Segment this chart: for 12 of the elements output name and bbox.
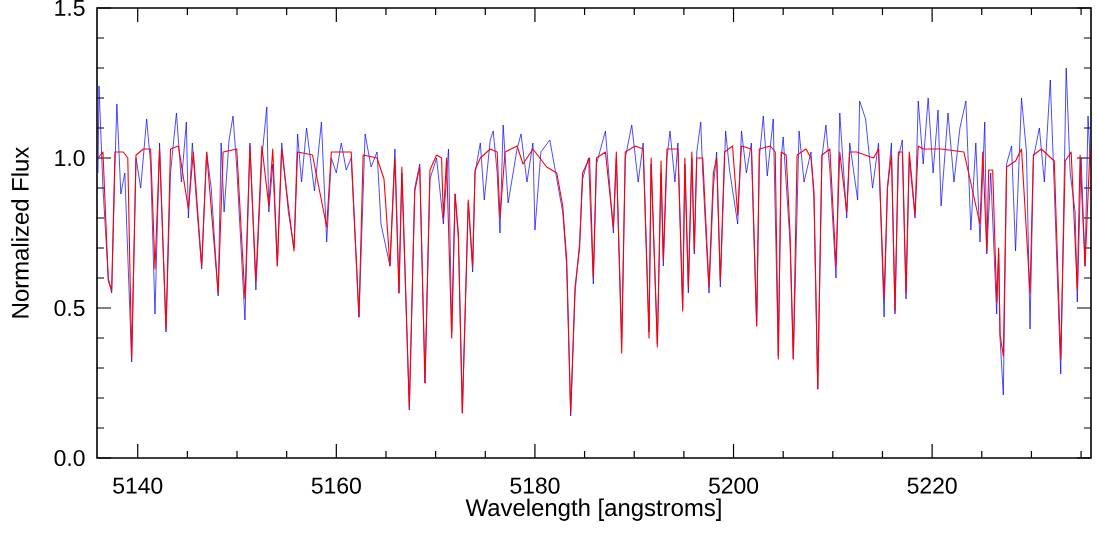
y-axis-title: Normalized Flux xyxy=(11,146,29,318)
y-tick-label: 1.5 xyxy=(55,0,85,16)
x-tick-label: 5220 xyxy=(907,477,957,494)
y-tick-label: 1.0 xyxy=(55,149,85,167)
y-tick-label: 0.5 xyxy=(54,299,85,317)
y-tick-label: 0.0 xyxy=(54,449,85,467)
line-series xyxy=(97,145,1091,414)
x-axis-title: Wavelength [angstroms] xyxy=(465,498,721,521)
x-tick-label: 5160 xyxy=(311,477,361,494)
x-tick-label: 5180 xyxy=(510,477,560,494)
x-tick-label: 5200 xyxy=(708,477,759,494)
x-tick-label: 5140 xyxy=(113,477,163,494)
